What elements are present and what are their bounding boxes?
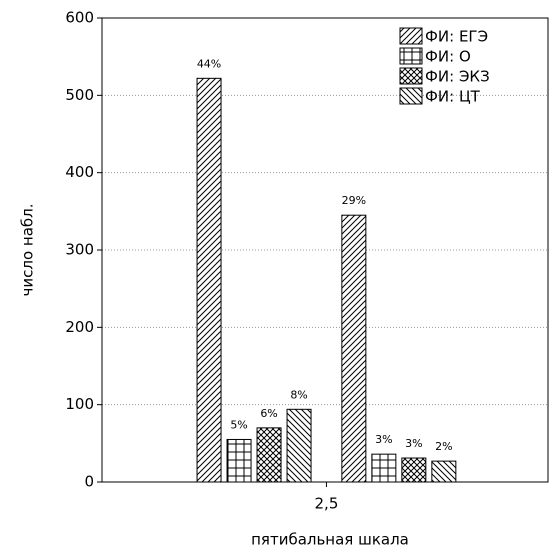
bar-label: 2% [435,440,452,453]
y-tick-label: 500 [65,86,94,104]
bar-label: 29% [342,194,366,207]
y-tick-label: 200 [65,318,94,336]
y-tick-label: 600 [65,9,94,27]
legend-swatch [399,87,423,105]
y-tick-label: 400 [65,163,94,181]
legend-swatch [399,67,423,85]
x-axis-label: пятибальная шкала [251,531,409,549]
bar-label: 8% [290,388,307,401]
legend-swatch [399,47,423,65]
legend-label: ФИ: ЕГЭ [425,28,488,46]
bar-label: 3% [375,433,392,446]
bar-label: 44% [197,57,221,70]
y-tick-label: 0 [84,473,94,491]
plot-frame [101,17,549,483]
bar [371,453,397,483]
y-axis-label: число набл. [19,204,37,297]
x-tick-label: 2,5 [315,495,339,513]
bar [196,77,222,483]
legend-swatch [399,27,423,45]
bar [286,408,312,483]
bar [431,460,457,483]
legend-label: ФИ: О [425,48,471,66]
bar-label: 3% [405,437,422,450]
y-tick-label: 100 [65,395,94,413]
bar-label: 6% [260,407,277,420]
bar-label: 5% [230,418,247,431]
y-tick-label: 300 [65,241,94,259]
bar [226,438,252,483]
bar [256,427,282,483]
bar [401,457,427,483]
legend-label: ФИ: ЦТ [425,88,481,106]
legend-label: ФИ: ЭКЗ [425,68,490,86]
bar [341,214,367,483]
